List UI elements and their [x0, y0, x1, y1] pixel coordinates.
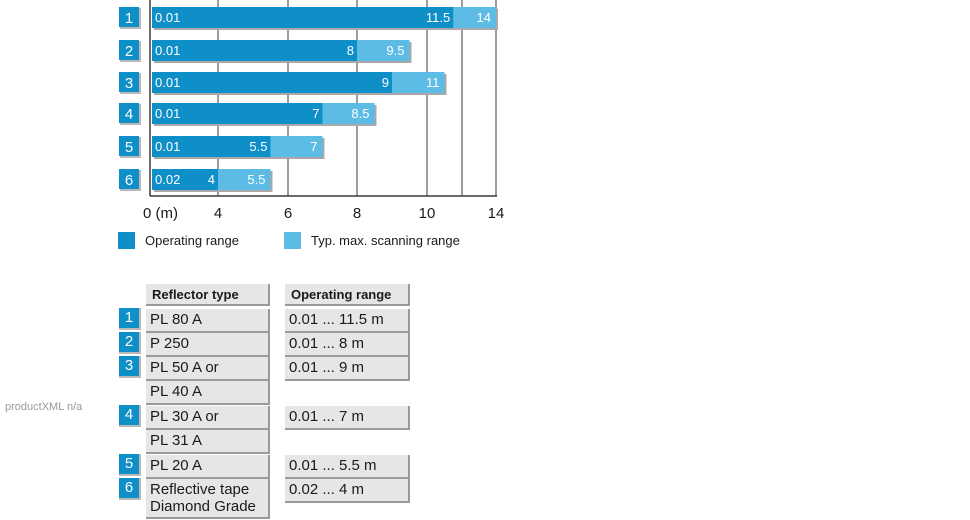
operating-value-label: 9	[382, 75, 389, 90]
reflector-cell: PL 50 A or	[146, 357, 270, 381]
legend-operating: Operating range	[118, 232, 239, 249]
scanning-value-label: 11	[426, 75, 440, 90]
range-cell: 0.02 ... 4 m	[285, 479, 410, 503]
operating-range-bar	[152, 7, 454, 28]
operating-value-label: 4	[208, 172, 215, 187]
reflector-cell: PL 40 A	[146, 381, 270, 405]
row-number-label: 2	[125, 43, 133, 60]
row-number-label: 3	[125, 75, 133, 92]
range-cell: 0.01 ... 5.5 m	[285, 455, 410, 479]
operating-value-label: 8	[347, 43, 354, 58]
operating-value-label: 7	[312, 106, 319, 121]
row-number-badge: 6	[119, 478, 141, 500]
x-tick-label: 6	[284, 205, 292, 222]
operating-value-label: 5.5	[249, 139, 267, 154]
row-number-badge: 4	[119, 405, 141, 427]
operating-range-bar	[152, 103, 323, 124]
x-tick-label: 0 (m)	[143, 205, 178, 222]
watermark: productXML n/a	[5, 401, 83, 413]
operating-swatch	[118, 232, 135, 249]
bar-start-label: 0.01	[155, 139, 180, 154]
row-number-label: 6	[125, 172, 133, 189]
reflector-cell: PL 80 A	[146, 309, 270, 333]
row-number-badge	[119, 136, 139, 156]
x-tick-label: 14	[488, 205, 505, 222]
operating-range-bar	[152, 136, 271, 157]
reflector-cell: PL 20 A	[146, 455, 270, 479]
row-number-badge	[119, 169, 139, 189]
legend-scanning: Typ. max. scanning range	[284, 232, 460, 249]
scanning-value-label: 7	[310, 139, 317, 154]
scanning-value-label: 14	[477, 10, 491, 25]
bar-start-label: 0.01	[155, 106, 180, 121]
operating-range-bar	[152, 40, 357, 61]
reflector-cell: Reflective tape Diamond Grade	[146, 479, 270, 519]
range-cell: 0.01 ... 11.5 m	[285, 309, 410, 333]
reflector-cell: PL 31 A	[146, 430, 270, 454]
reflector-cell: PL 30 A or	[146, 406, 270, 430]
range-cell: 0.01 ... 9 m	[285, 357, 410, 381]
row-number-badge	[119, 40, 139, 60]
range-cell: 0.01 ... 8 m	[285, 333, 410, 357]
reflector-line-2: Diamond Grade	[150, 498, 256, 515]
reflector-cell: P 250	[146, 333, 270, 357]
bar-start-label: 0.01	[155, 75, 180, 90]
row-number-badge: 1	[119, 308, 141, 330]
row-number-badge: 3	[119, 356, 141, 378]
bar-start-label: 0.01	[155, 43, 180, 58]
row-number-label: 1	[125, 10, 133, 27]
operating-range-bar	[152, 72, 392, 93]
x-tick-label: 8	[353, 205, 361, 222]
bar-start-label: 0.01	[155, 10, 180, 25]
scanning-swatch	[284, 232, 301, 249]
operating-range-bar	[152, 169, 218, 190]
legend-scanning-label: Typ. max. scanning range	[311, 233, 460, 248]
x-tick-label: 4	[214, 205, 222, 222]
header-operating-range: Operating range	[285, 284, 410, 306]
legend-operating-label: Operating range	[145, 233, 239, 248]
x-tick-label: 10	[419, 205, 436, 222]
range-cell: 0.01 ... 7 m	[285, 406, 410, 430]
row-number-badge: 5	[119, 454, 141, 476]
row-number-badge	[119, 103, 139, 123]
row-number-badge: 2	[119, 332, 141, 354]
operating-value-label: 11.5	[426, 10, 450, 25]
scanning-value-label: 8.5	[351, 106, 369, 121]
reflector-line-1: Reflective tape	[150, 481, 250, 498]
row-number-label: 4	[125, 106, 133, 123]
row-number-label: 5	[125, 139, 133, 156]
scanning-value-label: 5.5	[247, 172, 265, 187]
scanning-value-label: 9.5	[386, 43, 404, 58]
row-number-badge	[119, 7, 139, 27]
bar-start-label: 0.02	[155, 172, 180, 187]
header-reflector-type: Reflector type	[146, 284, 270, 306]
row-number-badge	[119, 72, 139, 92]
